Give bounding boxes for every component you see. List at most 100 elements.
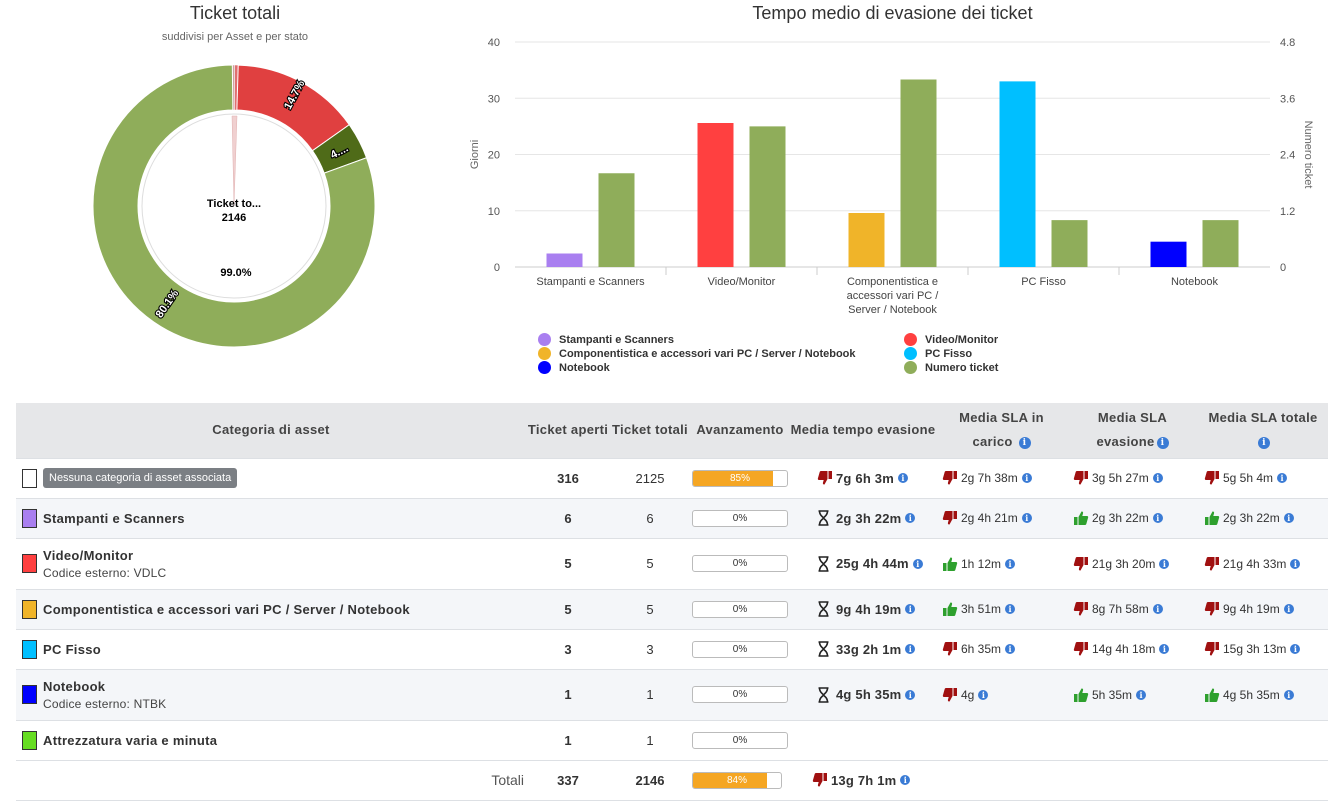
category-name[interactable]: Video/Monitor: [43, 547, 134, 563]
progress-fill: [693, 470, 773, 486]
header-progress[interactable]: Avanzamento: [690, 403, 790, 458]
legend-item[interactable]: Componentistica e accessori vari PC / Se…: [538, 347, 856, 360]
metric-text: 4g 5h 35m: [836, 687, 902, 702]
open-tickets-cell: 1: [526, 719, 610, 760]
bar-ticket-count[interactable]: [1202, 220, 1239, 267]
category-color-swatch: [22, 639, 37, 659]
info-icon[interactable]: i: [1258, 436, 1270, 449]
info-icon[interactable]: i: [1021, 513, 1032, 523]
metric-value: 2g 3h 22m i: [1073, 510, 1198, 526]
info-icon[interactable]: i: [900, 775, 911, 785]
header-open[interactable]: Ticket aperti: [526, 403, 610, 458]
info-icon[interactable]: i: [1290, 558, 1301, 569]
bar-ticket-count[interactable]: [1051, 220, 1088, 267]
category-text: Componentistica e accessori vari PC / Se…: [43, 602, 410, 617]
table-row[interactable]: Video/Monitor Codice esterno: VDLC 5 5 0% 25g…: [16, 537, 1328, 589]
info-icon[interactable]: i: [905, 689, 916, 700]
info-icon[interactable]: i: [905, 644, 916, 654]
metric-text: 13g 7h 1m: [831, 772, 897, 788]
avg-time-cell: [790, 719, 936, 760]
info-icon[interactable]: i: [1152, 604, 1163, 614]
donut-center-value: 2146: [222, 212, 246, 224]
category-badge[interactable]: Nessuna categoria di asset associata: [43, 468, 238, 488]
avg-time-cell: 25g 4h 44m i: [790, 537, 936, 589]
category-name[interactable]: Stampanti e Scanners: [43, 510, 185, 526]
metric-value: 15g 3h 13m i: [1204, 641, 1328, 657]
bar-avg-days[interactable]: [848, 213, 885, 267]
info-icon[interactable]: i: [1283, 513, 1294, 523]
info-icon[interactable]: i: [1283, 604, 1294, 614]
table-row[interactable]: Attrezzatura varia e minuta 1 1 0%: [16, 719, 1328, 760]
bar-avg-days[interactable]: [697, 123, 734, 267]
category-name[interactable]: Notebook: [43, 678, 106, 694]
progress-bar: 0%: [692, 640, 788, 658]
info-icon[interactable]: i: [897, 473, 908, 483]
legend-item[interactable]: Numero ticket: [904, 361, 998, 374]
header-sla-total[interactable]: Media SLA totale i: [1198, 403, 1328, 458]
legend-item[interactable]: Video/Monitor: [904, 333, 998, 346]
progress-label: 85%: [729, 472, 750, 484]
category-name[interactable]: PC Fisso: [43, 641, 102, 657]
header-sla-taken[interactable]: Media SLA in carico i: [936, 403, 1067, 458]
table-row[interactable]: Stampanti e Scanners 6 6 0% 2g 3h 22m i 2g 4h …: [16, 497, 1328, 538]
table-row[interactable]: Notebook Codice esterno: NTBK 1 1 0% 4g 5h 35…: [16, 668, 1328, 720]
donut-center-label: Ticket to...: [207, 198, 261, 210]
info-icon[interactable]: i: [905, 604, 916, 614]
bar-ticket-count[interactable]: [598, 173, 635, 267]
metric-value: 2g 3h 22m i: [817, 510, 936, 526]
info-icon[interactable]: i: [1159, 558, 1170, 569]
info-icon[interactable]: i: [1152, 473, 1163, 483]
totals-open: 337: [526, 759, 610, 801]
y2-axis-label: Numero ticket: [1302, 121, 1314, 189]
info-icon[interactable]: i: [1136, 689, 1147, 700]
header-category[interactable]: Categoria di asset: [16, 403, 526, 458]
bar-avg-days[interactable]: [1150, 241, 1187, 267]
bar-chart-title: Tempo medio di evasione dei ticket: [752, 3, 1033, 23]
info-icon[interactable]: i: [1021, 473, 1032, 483]
category-inner: Notebook Codice esterno: NTBK: [22, 679, 526, 711]
header-total[interactable]: Ticket totali: [610, 403, 690, 458]
info-icon[interactable]: i: [1283, 689, 1294, 700]
legend-marker: [904, 347, 917, 360]
category-cell: Stampanti e Scanners: [16, 497, 526, 538]
info-icon[interactable]: i: [1290, 644, 1301, 654]
category-cell: PC Fisso: [16, 628, 526, 669]
thumbs-up-icon: [1204, 510, 1220, 526]
thumbs-down-icon: [1073, 641, 1089, 657]
category-name[interactable]: Attrezzatura varia e minuta: [43, 732, 218, 748]
info-icon[interactable]: i: [1005, 644, 1016, 654]
header-avg-time[interactable]: Media tempo evasione: [790, 403, 936, 458]
legend-item[interactable]: PC Fisso: [904, 347, 972, 360]
info-icon[interactable]: i: [1152, 513, 1163, 523]
info-icon[interactable]: i: [1005, 558, 1016, 569]
header-sla-total-line1: Media SLA totale: [1208, 410, 1318, 426]
info-icon[interactable]: i: [905, 513, 916, 523]
category-text: Attrezzatura varia e minuta: [43, 733, 217, 748]
info-icon[interactable]: i: [912, 558, 923, 569]
table-row[interactable]: PC Fisso 3 3 0% 33g 2h 1m i 6h 35m i 14g 4h 18m i…: [16, 628, 1328, 669]
table-row[interactable]: Nessuna categoria di asset associata 316 2…: [16, 457, 1328, 498]
thumbs-down-icon: [1073, 470, 1089, 486]
legend-label: Numero ticket: [925, 361, 999, 374]
sla-eva-cell: 14g 4h 18m i: [1067, 628, 1198, 669]
bar-ticket-count[interactable]: [749, 126, 786, 267]
legend-item[interactable]: Stampanti e Scanners: [538, 333, 674, 346]
bar-avg-days[interactable]: [546, 253, 583, 268]
legend-item[interactable]: Notebook: [538, 361, 610, 374]
bar-ticket-count[interactable]: [900, 79, 937, 268]
info-icon[interactable]: i: [1156, 436, 1169, 449]
info-icon[interactable]: i: [1159, 644, 1170, 654]
info-icon[interactable]: i: [1018, 436, 1031, 449]
table-row[interactable]: Componentistica e accessori vari PC / Se…: [16, 588, 1328, 629]
metric-value: 14g 4h 18m i: [1073, 641, 1198, 657]
info-icon[interactable]: i: [1277, 473, 1288, 483]
category-name[interactable]: Componentistica e accessori vari PC / Se…: [43, 601, 410, 617]
bar-avg-days[interactable]: [999, 81, 1036, 267]
info-icon[interactable]: i: [978, 689, 989, 700]
sla-taken-cell: 6h 35m i: [936, 628, 1067, 669]
metric-text: 5h 35m: [1092, 687, 1133, 702]
progress-cell: 85%: [690, 457, 790, 498]
info-icon[interactable]: i: [1005, 604, 1016, 614]
donut-slice[interactable]: [92, 64, 376, 348]
header-sla-eva[interactable]: Media SLA evasione i: [1067, 403, 1198, 458]
